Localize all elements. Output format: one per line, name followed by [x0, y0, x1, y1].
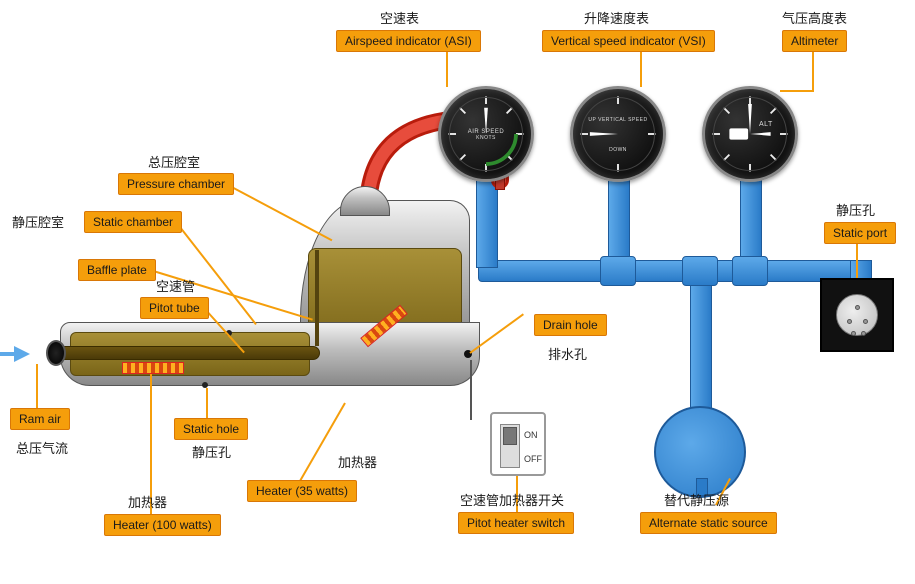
leader-staticport	[856, 240, 858, 278]
gauge-alt: ALT	[702, 86, 798, 182]
zh-heater-35: 加热器	[338, 452, 377, 471]
pipe-joint3	[732, 256, 768, 286]
label-static-port: Static port	[824, 222, 896, 244]
pipe-horizontal-main	[478, 260, 868, 282]
leader-static-hole	[206, 388, 208, 418]
label-drain-hole: Drain hole	[534, 314, 607, 336]
label-static-chamber: Static chamber	[84, 211, 182, 233]
leader-alt	[812, 51, 814, 91]
static-port	[820, 278, 894, 352]
pitot-heater-switch[interactable]: ON OFF	[490, 412, 546, 476]
zh-heater-100: 加热器	[128, 492, 167, 511]
gauge-vsi-face: UP VERTICAL SPEED	[573, 117, 663, 123]
heater-wire	[470, 360, 472, 420]
zh-pitot-heater-switch: 空速管加热器开关	[460, 490, 564, 509]
zh-alt-static-src: 替代静压源	[664, 490, 729, 509]
pipe-joint1	[600, 256, 636, 286]
pipe-alt-down	[740, 178, 762, 268]
label-asi: Airspeed indicator (ASI)	[336, 30, 481, 52]
pipe-vsi-down	[608, 178, 630, 268]
label-pitot-heater-switch: Pitot heater switch	[458, 512, 574, 534]
zh-ram-air: 总压气流	[16, 438, 68, 457]
pipe-altsrc-down	[690, 278, 712, 418]
label-ram-air: Ram air	[10, 408, 70, 430]
leader-alt-h	[780, 90, 814, 92]
label-pitot-tube: Pitot tube	[140, 297, 209, 319]
zh-vsi: 升降速度表	[584, 8, 649, 27]
leader-vsi	[640, 51, 642, 87]
zh-asi: 空速表	[380, 8, 419, 27]
label-vsi: Vertical speed indicator (VSI)	[542, 30, 715, 52]
zh-alt: 气压高度表	[782, 8, 847, 27]
gauge-asi-face: AIR SPEEDKNOTS	[441, 129, 531, 141]
pitot-inner-tube	[50, 346, 320, 360]
pitot-nose	[46, 340, 66, 366]
leader-pressure-chamber	[226, 183, 333, 241]
label-heater-100: Heater (100 watts)	[104, 514, 221, 536]
baffle-plate	[315, 250, 319, 346]
label-baffle-plate: Baffle plate	[78, 259, 156, 281]
label-alt-static-src: Alternate static source	[640, 512, 777, 534]
zh-pressure-chamber: 总压腔室	[148, 152, 200, 171]
pipe-joint2	[682, 256, 718, 286]
label-alt: Altimeter	[782, 30, 847, 52]
zh-static-port: 静压孔	[836, 200, 875, 219]
zh-static-chamber: 静压腔室	[12, 212, 64, 231]
label-pressure-chamber: Pressure chamber	[118, 173, 234, 195]
label-static-hole: Static hole	[174, 418, 248, 440]
switch-on-text: ON	[524, 430, 538, 440]
heater-100w	[122, 362, 184, 374]
switch-rocker[interactable]	[500, 424, 520, 468]
ram-air-arrow-tail	[0, 352, 16, 356]
leader-asi	[446, 51, 448, 87]
zh-pitot-tube: 空速管	[156, 276, 195, 295]
alternate-static-source	[654, 406, 746, 498]
static-port-disc	[836, 294, 878, 336]
gauge-vsi: UP VERTICAL SPEED DOWN	[570, 86, 666, 182]
gauge-vsi-face2: DOWN	[573, 147, 663, 153]
gauge-alt-face: ALT	[759, 121, 773, 128]
zh-drain-hole: 排水孔	[548, 344, 587, 363]
ram-air-arrow	[14, 346, 30, 362]
zh-static-hole: 静压孔	[192, 442, 231, 461]
label-heater-35: Heater (35 watts)	[247, 480, 357, 502]
gauge-asi: AIR SPEEDKNOTS	[438, 86, 534, 182]
switch-off-text: OFF	[524, 454, 542, 464]
leader-ram-air	[36, 364, 38, 408]
